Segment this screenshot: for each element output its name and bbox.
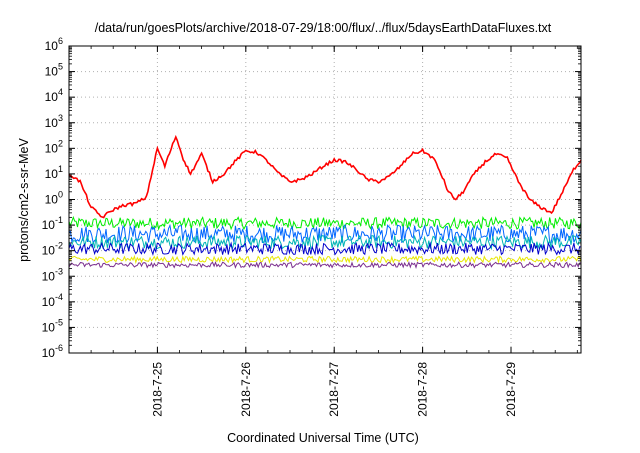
x-tick-label: 2018-7-29: [504, 362, 518, 417]
x-axis-label: Coordinated Universal Time (UTC): [227, 431, 419, 445]
y-tick-label: 103: [45, 113, 63, 130]
series-layer: [68, 134, 582, 270]
y-axis-label-part: protons/cm2-s-sr-MeV: [17, 138, 31, 262]
y-axis-label: protons/cm2-s-sr-MeV: [17, 138, 31, 262]
series-line: [68, 215, 582, 231]
x-tick-label: 2018-7-28: [416, 362, 430, 417]
y-tick-label: 101: [45, 164, 63, 181]
y-tick-label: 10-2: [42, 241, 63, 258]
y-tick-label: 10-5: [42, 317, 63, 334]
svg-text:protons/cm2-s-sr-MeV: protons/cm2-s-sr-MeV: [17, 138, 31, 262]
x-axis: 2018-7-25 2018-7-26 2018-7-27 2018-7-28 2018…: [68, 46, 578, 417]
series-line-red: [68, 134, 582, 219]
y-tick-label: 10-3: [42, 266, 63, 283]
x-tick-label: 2018-7-25: [150, 362, 164, 417]
y-tick-label: 10-6: [42, 343, 63, 360]
y-tick-label: 106: [45, 36, 63, 53]
x-tick-label: 2018-7-27: [327, 362, 341, 417]
series-line: [68, 254, 582, 265]
y-tick-label: 102: [45, 138, 63, 155]
series-line: [68, 233, 582, 251]
x-tick-label: 2018-7-26: [239, 362, 253, 417]
y-tick-label: 10-1: [42, 215, 63, 232]
y-tick-label: 100: [45, 190, 63, 207]
y-tick-label: 10-4: [42, 292, 63, 309]
series-line: [68, 241, 582, 257]
y-axis: 10-6 10-5 10-4 10-3 10-2 10-1 100 101 102 103 104 1…: [42, 36, 581, 360]
y-tick-label: 104: [45, 87, 63, 104]
grid-lines: [69, 46, 581, 353]
y-tick-label: 105: [45, 62, 63, 79]
chart-title: /data/run/goesPlots/archive/2018-07-29/1…: [95, 21, 552, 35]
series-line: [68, 260, 582, 270]
